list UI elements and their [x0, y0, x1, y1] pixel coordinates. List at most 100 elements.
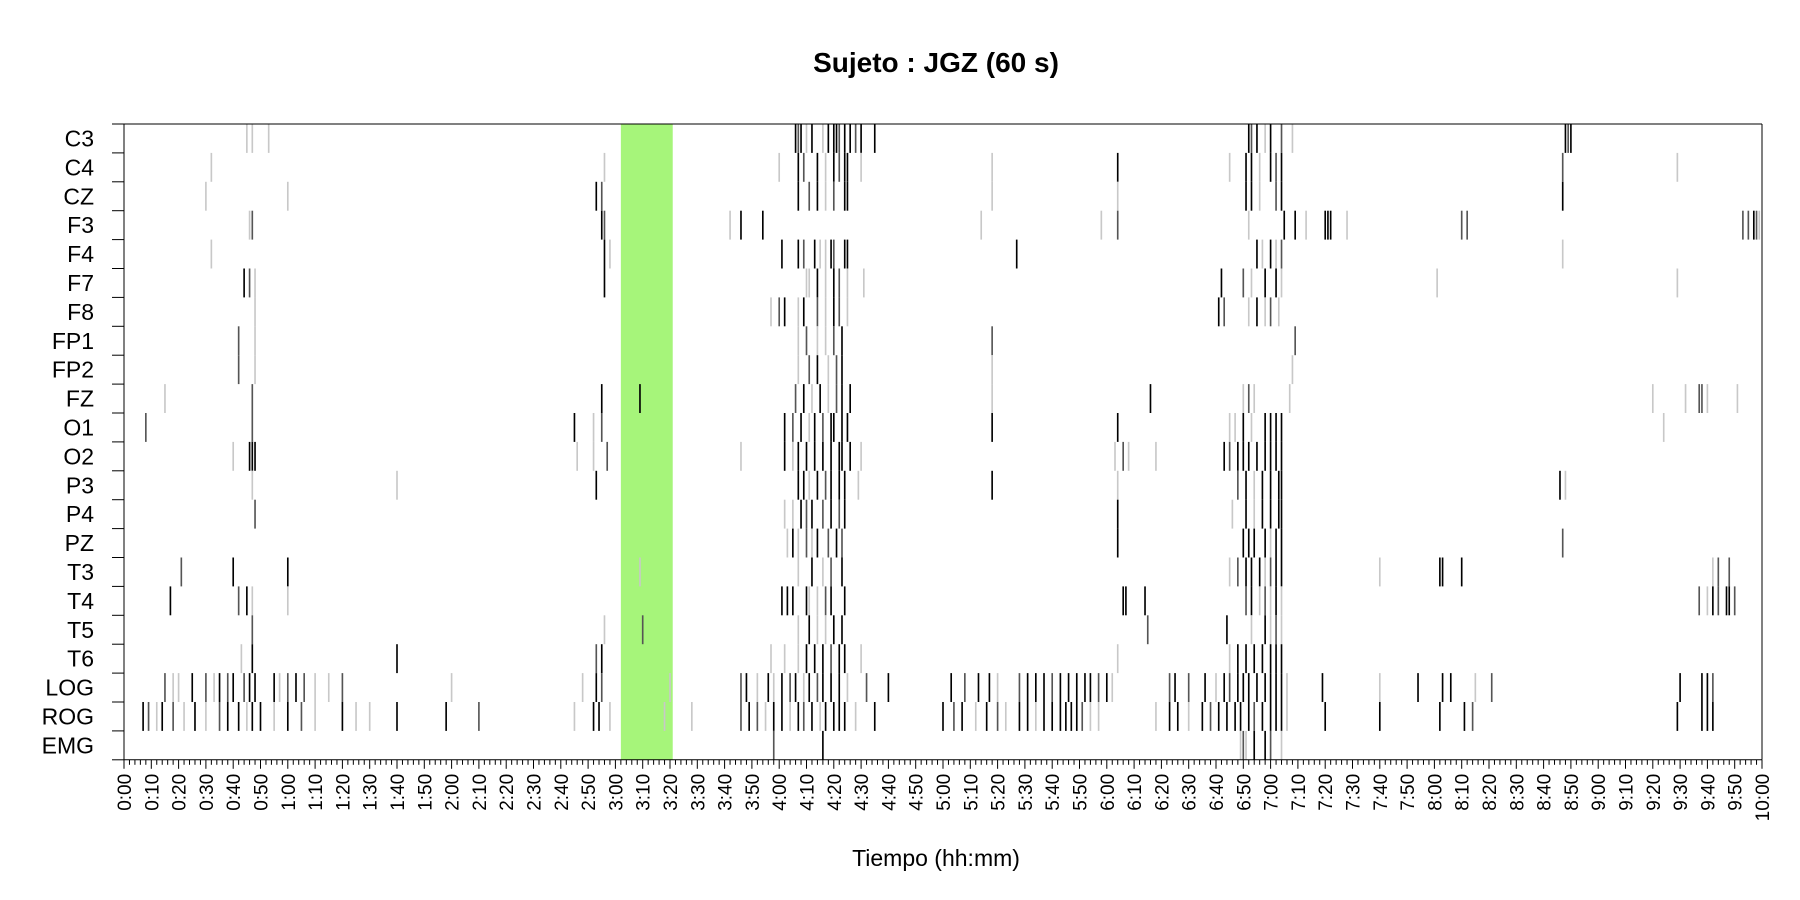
event-mark-f8	[802, 297, 805, 327]
event-mark-f8	[783, 297, 786, 327]
event-mark-log	[1247, 673, 1250, 702]
event-mark-f8	[1247, 297, 1250, 327]
event-mark-o1	[841, 413, 843, 442]
event-mark-t6	[1275, 644, 1277, 674]
event-mark-o2	[830, 441, 832, 471]
event-mark-rog	[838, 702, 841, 731]
event-mark-fz	[1706, 384, 1709, 413]
x-tick-label: 5:40	[1043, 774, 1064, 811]
event-mark-o2	[805, 441, 808, 471]
event-mark-f7	[1250, 268, 1253, 298]
event-mark-log	[865, 673, 868, 702]
x-tick-label: 9:10	[1617, 774, 1638, 811]
event-mark-c4	[1258, 152, 1261, 182]
event-mark-emg	[772, 730, 775, 760]
event-mark-log	[1701, 673, 1703, 702]
event-mark-f7	[824, 268, 827, 298]
event-mark-rog	[740, 702, 742, 731]
event-mark-t6	[830, 644, 832, 674]
event-mark-t4	[1728, 586, 1731, 616]
event-mark-log	[996, 673, 999, 702]
x-tick-label: 3:10	[634, 774, 655, 811]
event-mark-f4	[843, 239, 846, 269]
event-mark-c4	[778, 152, 781, 182]
x-tick-label: 3:00	[606, 774, 627, 811]
event-mark-pz	[827, 528, 830, 558]
channel-label-p3: P3	[66, 472, 94, 498]
event-mark-t4	[1144, 586, 1146, 616]
x-tick-label: 8:50	[1562, 774, 1583, 811]
x-tick-label: 3:50	[743, 774, 764, 811]
event-mark-c4	[843, 152, 846, 182]
channel-label-f7: F7	[67, 270, 94, 296]
event-mark-rog	[1226, 702, 1228, 731]
event-mark-rog	[1097, 702, 1100, 731]
event-mark-f7	[1264, 268, 1266, 298]
x-tick-label: 2:40	[552, 774, 573, 811]
event-mark-p3	[824, 470, 827, 500]
event-mark-o1	[808, 413, 811, 442]
event-mark-log	[767, 673, 770, 702]
event-mark-f7	[243, 268, 245, 298]
event-mark-f3	[1324, 210, 1327, 240]
event-mark-c3	[843, 124, 846, 153]
event-mark-t4	[805, 586, 808, 616]
event-mark-fp1	[254, 326, 256, 356]
event-mark-rog	[1378, 702, 1381, 731]
channel-label-c3: C3	[65, 125, 94, 151]
event-mark-t3	[1264, 557, 1266, 587]
event-mark-rog	[259, 702, 262, 731]
x-tick-label: 8:20	[1480, 774, 1501, 811]
event-mark-fz	[1701, 384, 1703, 413]
event-mark-c3	[1570, 124, 1572, 153]
event-mark-rog	[1234, 702, 1236, 731]
event-mark-t5	[1269, 615, 1272, 645]
event-mark-log	[1286, 673, 1288, 702]
event-mark-f7	[1220, 268, 1223, 298]
event-mark-rog	[1463, 702, 1466, 731]
event-mark-f4	[1561, 239, 1564, 269]
event-mark-emg	[1253, 730, 1256, 760]
event-mark-f3	[1283, 210, 1286, 240]
event-mark-rog	[764, 702, 767, 731]
event-mark-t5	[841, 615, 843, 645]
event-mark-rog	[811, 702, 813, 731]
event-mark-pz	[1561, 528, 1564, 558]
event-mark-log	[794, 673, 797, 702]
event-mark-o1	[783, 413, 786, 442]
event-mark-t3	[232, 557, 235, 587]
event-mark-f7	[1242, 268, 1245, 298]
event-mark-fp2	[1291, 355, 1294, 385]
event-mark-t6	[860, 644, 862, 674]
event-mark-t5	[824, 615, 827, 645]
event-mark-log	[254, 673, 256, 702]
event-mark-t3	[1717, 557, 1720, 587]
x-tick-label: 3:30	[688, 774, 709, 811]
event-mark-log	[808, 673, 811, 702]
event-mark-pz	[786, 528, 789, 558]
event-mark-log	[1089, 673, 1092, 702]
event-mark-rog	[1286, 702, 1288, 731]
event-mark-f7	[846, 268, 849, 298]
x-axis-label: Tiempo (hh:mm)	[852, 845, 1020, 871]
event-mark-p4	[1277, 499, 1280, 529]
event-mark-c3	[1264, 124, 1266, 153]
channel-label-fz: FZ	[66, 386, 94, 412]
event-mark-o2	[860, 441, 862, 471]
event-mark-t6	[797, 644, 800, 674]
channel-label-cz: CZ	[63, 183, 94, 209]
event-mark-rog	[1676, 702, 1679, 731]
event-mark-log	[964, 673, 966, 702]
event-mark-fp1	[824, 326, 827, 356]
event-mark-c3	[827, 124, 830, 153]
event-mark-rog	[1471, 702, 1474, 731]
event-mark-log	[1105, 673, 1108, 702]
event-mark-t4	[286, 586, 289, 616]
event-mark-t4	[1250, 586, 1253, 616]
event-mark-log	[822, 673, 824, 702]
event-mark-rog	[147, 702, 150, 731]
event-mark-t6	[251, 644, 254, 674]
event-mark-log	[314, 673, 316, 702]
event-mark-cz	[1280, 181, 1283, 211]
event-mark-c4	[797, 152, 800, 182]
